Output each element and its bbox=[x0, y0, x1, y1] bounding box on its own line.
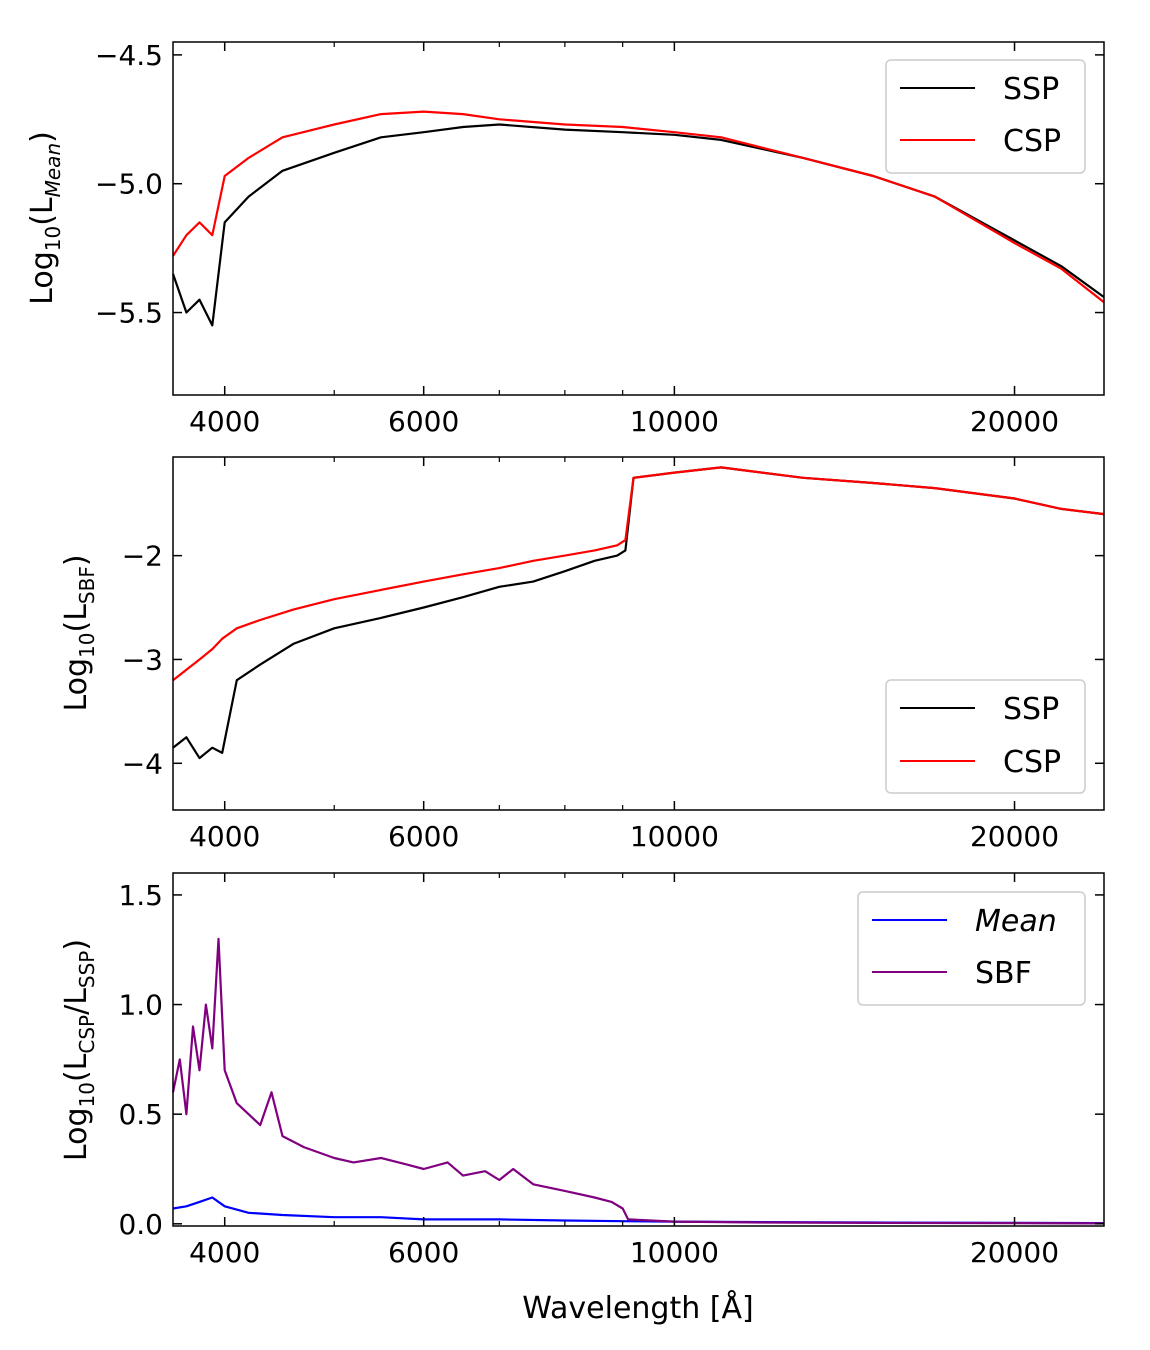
panel-mean-ticks: 4000 6000 10000 20000 −4.5 −5.0 −5.5 bbox=[95, 39, 1104, 438]
x-tick-label: 6000 bbox=[388, 820, 459, 853]
series-csp-line bbox=[172, 110, 1105, 304]
panel-ratio-ticks: 4000 6000 10000 20000 0.0 0.5 1.0 1.5 bbox=[118, 873, 1104, 1269]
panel-mean-ylabel: Log10(LMean) bbox=[25, 131, 65, 305]
y-tick-label: 0.5 bbox=[118, 1098, 163, 1131]
series-sbf-line bbox=[171, 937, 1105, 1225]
panel-ratio-series bbox=[171, 937, 1105, 1225]
panel-mean: 4000 6000 10000 20000 −4.5 −5.0 −5.5 Log10(LMe… bbox=[25, 39, 1105, 438]
panel-sbf-legend: SSP CSP bbox=[885, 679, 1086, 794]
panel-sbf: 4000 6000 10000 20000 −2 −3 −4 Log10(LSBF) SSP… bbox=[59, 456, 1105, 853]
x-tick-label: 20000 bbox=[970, 1236, 1059, 1269]
y-tick-label: −3 bbox=[122, 643, 163, 676]
legend-label-sbf: SBF bbox=[975, 956, 1032, 991]
legend-label-csp: CSP bbox=[1003, 745, 1061, 780]
panel-mean-legend: SSP CSP bbox=[885, 59, 1086, 174]
panel-ratio-frame bbox=[172, 872, 1105, 1227]
y-tick-label: 0.0 bbox=[118, 1208, 163, 1241]
legend-label-csp: CSP bbox=[1003, 124, 1061, 159]
legend-label-ssp: SSP bbox=[1003, 692, 1059, 727]
x-tick-label: 20000 bbox=[970, 820, 1059, 853]
x-tick-label: 10000 bbox=[630, 1236, 719, 1269]
panel-sbf-frame bbox=[172, 456, 1105, 811]
y-tick-label: −5.0 bbox=[95, 168, 163, 201]
y-tick-label: −5.5 bbox=[95, 297, 163, 330]
x-tick-label: 10000 bbox=[630, 405, 719, 438]
panel-sbf-ticks: 4000 6000 10000 20000 −2 −3 −4 bbox=[122, 457, 1104, 853]
x-tick-label: 4000 bbox=[189, 1236, 260, 1269]
legend-label-mean: Mean bbox=[975, 904, 1057, 939]
panel-sbf-series bbox=[172, 466, 1105, 760]
x-tick-label: 6000 bbox=[388, 1236, 459, 1269]
panel-ratio-legend: Mean SBF bbox=[857, 891, 1086, 1006]
panel-ratio: 4000 6000 10000 20000 0.0 0.5 1.0 1.5 Log10(LCS… bbox=[59, 872, 1105, 1326]
x-tick-label: 4000 bbox=[189, 405, 260, 438]
panel-mean-frame bbox=[172, 41, 1105, 396]
y-tick-label: −4.5 bbox=[95, 39, 163, 72]
y-tick-label: 1.5 bbox=[118, 879, 163, 912]
series-csp-line bbox=[172, 466, 1105, 682]
x-tick-label: 4000 bbox=[189, 820, 260, 853]
y-tick-label: −2 bbox=[122, 540, 163, 573]
y-tick-label: −4 bbox=[122, 747, 163, 780]
panel-mean-series bbox=[171, 110, 1105, 327]
x-tick-label: 6000 bbox=[388, 405, 459, 438]
y-tick-label: 1.0 bbox=[118, 989, 163, 1022]
x-tick-label: 20000 bbox=[970, 405, 1059, 438]
legend-label-ssp: SSP bbox=[1003, 72, 1059, 107]
x-tick-label: 10000 bbox=[630, 820, 719, 853]
panel-sbf-ylabel: Log10(LSBF) bbox=[59, 554, 99, 711]
x-axis-label: Wavelength [Å] bbox=[522, 1290, 753, 1326]
panel-ratio-ylabel: Log10(LCSP/LSSP) bbox=[59, 939, 99, 1161]
